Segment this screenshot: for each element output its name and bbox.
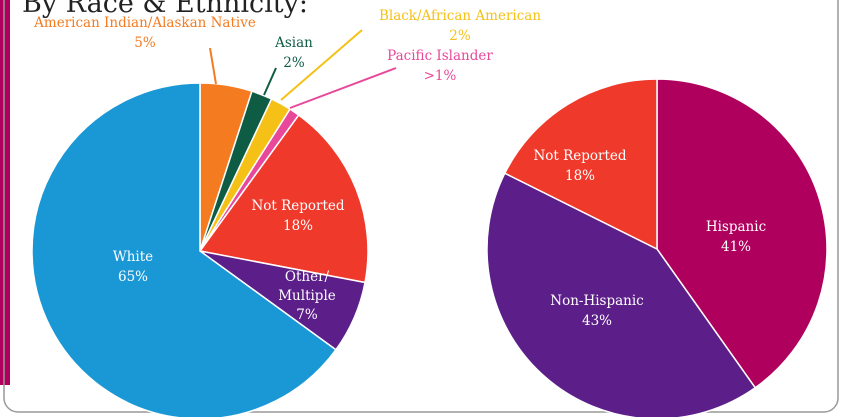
leader-line (209, 47, 217, 85)
slice-label: Pacific Islander (387, 48, 493, 64)
slice-label: Non-Hispanic (550, 293, 643, 309)
pie-slice (656, 78, 828, 389)
slice-label: Black/African American (379, 8, 541, 24)
leader-line (263, 67, 277, 96)
slice-label: Not Reported (533, 148, 626, 164)
value-label: 18% (565, 168, 595, 184)
label-line: Other/ (285, 269, 330, 285)
pie-slice (198, 114, 369, 284)
label-line: Multiple (278, 288, 336, 304)
value-label: >1% (424, 68, 457, 84)
frame (3, 0, 839, 413)
value-label: 5% (134, 35, 156, 51)
pie-slice (486, 172, 757, 417)
slice-label: Not Reported (251, 198, 344, 214)
pie-slice (503, 78, 658, 251)
value-label: 7% (296, 307, 318, 323)
slice-label: Other/Multiple (278, 269, 336, 304)
slice-label: Hispanic (706, 219, 766, 235)
value-label: 2% (449, 28, 471, 44)
pie-slice (31, 82, 337, 417)
slice-label: White (113, 249, 153, 265)
value-label: 43% (582, 313, 612, 329)
leader-line (289, 67, 397, 109)
slice-label: Asian (274, 35, 313, 51)
value-label: 2% (283, 55, 305, 71)
slice-label: American Indian/Alaskan Native (33, 15, 256, 31)
value-label: 18% (283, 218, 313, 234)
leader-line (280, 29, 363, 101)
chart-title: By Race & Ethnicity: (22, 0, 308, 19)
value-label: 41% (721, 239, 751, 255)
value-label: 65% (118, 269, 148, 285)
side-strip (0, 0, 10, 385)
